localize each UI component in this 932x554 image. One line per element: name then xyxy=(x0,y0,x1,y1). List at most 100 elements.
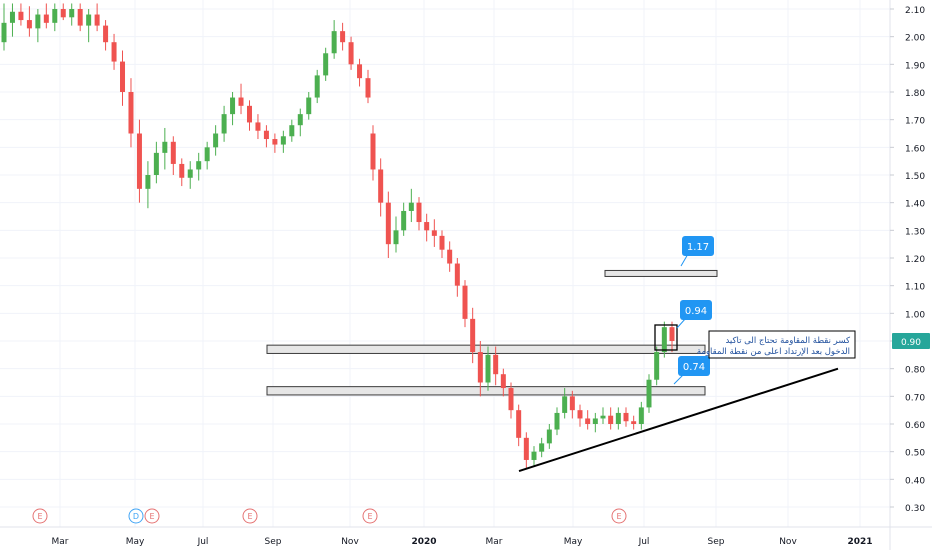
x-tick-label: 2021 xyxy=(847,537,872,547)
y-tick-label: 1.30 xyxy=(905,227,925,237)
candle-body xyxy=(162,141,168,153)
candle-body xyxy=(153,152,159,175)
candle-body xyxy=(1,22,7,43)
candle-body xyxy=(531,451,537,460)
candle-body xyxy=(516,410,522,438)
earnings-marker[interactable] xyxy=(362,508,378,524)
candle-body xyxy=(493,354,499,375)
candle-body xyxy=(416,202,422,223)
candle-body xyxy=(439,235,445,250)
candle-body xyxy=(52,9,58,23)
candle-body xyxy=(145,175,151,189)
y-axis[interactable]: 2.10 2.00 1.90 1.80 1.70 1.60 1.50 1.40 1.30 1.20… xyxy=(889,0,930,550)
candle-body xyxy=(357,64,363,79)
y-tick-label: 0.50 xyxy=(905,449,925,459)
candle-body xyxy=(136,133,142,189)
callout-label: 1.17 xyxy=(687,242,709,253)
earnings-marker[interactable] xyxy=(32,508,48,524)
candle-body xyxy=(348,42,354,65)
gridlines xyxy=(0,0,890,527)
candle-body xyxy=(631,421,637,424)
candle-body xyxy=(600,415,606,419)
candle-body xyxy=(314,75,320,98)
candle-body xyxy=(238,97,244,106)
x-tick-label: Nov xyxy=(341,537,359,547)
candle-body xyxy=(246,105,252,123)
earnings-marker[interactable] xyxy=(611,508,627,524)
trendline-line xyxy=(518,367,839,472)
highlight-box xyxy=(654,324,678,351)
candle-body xyxy=(500,374,506,389)
candle-body xyxy=(569,396,575,411)
candle-body xyxy=(378,169,384,203)
candle-body xyxy=(77,9,83,26)
y-tick-label: 1.80 xyxy=(905,89,925,99)
candle-body xyxy=(86,14,92,26)
event-marker-label: D xyxy=(133,512,139,521)
annotation-line1: كسر نقطة المقاومة تحتاج الى تاكيد xyxy=(725,336,851,346)
y-tick-label: 1.60 xyxy=(905,144,925,154)
candles xyxy=(1,3,678,469)
candle-body xyxy=(9,11,15,23)
candle-body xyxy=(187,169,193,178)
event-marker-label: E xyxy=(247,512,252,521)
candle-body xyxy=(323,53,329,76)
earnings-marker[interactable] xyxy=(242,508,258,524)
candle-body xyxy=(255,122,261,131)
x-tick-label: Jul xyxy=(638,537,650,547)
candle-body xyxy=(454,263,460,286)
candle-body xyxy=(669,327,675,341)
event-marker-label: E xyxy=(367,512,372,521)
x-tick-label: Jul xyxy=(197,537,209,547)
y-tick-label: 1.40 xyxy=(905,200,925,210)
x-tick-label: Sep xyxy=(708,537,725,547)
candle-body xyxy=(60,9,66,18)
y-tick-label: 1.10 xyxy=(905,283,925,293)
candle-body xyxy=(393,230,399,245)
event-marker-label: E xyxy=(37,512,42,521)
candle-body xyxy=(615,412,621,424)
candle-body xyxy=(585,418,591,424)
candle-body xyxy=(306,97,312,115)
candle-body xyxy=(577,410,583,419)
candle-body xyxy=(35,14,41,29)
candle-body xyxy=(128,92,134,134)
candle-body xyxy=(297,114,303,126)
candle-body xyxy=(230,97,236,115)
candle-body xyxy=(654,352,660,380)
candle-body xyxy=(485,354,491,383)
y-tick-label: 1.70 xyxy=(905,117,925,127)
candle-body xyxy=(120,61,126,92)
x-tick-label: Mar xyxy=(486,537,503,547)
resistance-zone xyxy=(266,344,706,354)
y-tick-label: 0.70 xyxy=(905,393,925,403)
annotation-box xyxy=(708,330,856,359)
event-marker-label: E xyxy=(616,512,621,521)
x-tick-label: Sep xyxy=(265,537,282,547)
candle-body xyxy=(646,379,652,408)
earnings-marker[interactable] xyxy=(144,508,160,524)
y-tick-label: 1.20 xyxy=(905,255,925,265)
candle-body xyxy=(170,141,176,164)
candle-body xyxy=(385,202,391,245)
y-tick-label: 0.30 xyxy=(905,504,925,514)
x-axis[interactable]: Mar May Jul Sep Nov 2020 Mar May Jul Sep Nov 2021 xyxy=(0,526,932,547)
candle-body xyxy=(508,388,514,411)
callout-label: 0.74 xyxy=(683,362,705,373)
candle-body xyxy=(608,415,614,424)
y-tick-label: 2.10 xyxy=(905,6,925,16)
candle-body xyxy=(272,139,278,145)
candle-body xyxy=(408,202,414,211)
candle-body xyxy=(431,230,437,236)
dividend-marker[interactable] xyxy=(128,508,144,524)
current-price-label: 0.90 xyxy=(901,338,921,348)
candle-body xyxy=(18,11,24,21)
candle-body xyxy=(331,31,337,54)
candle-body xyxy=(204,147,210,162)
annotation-line2: الدخول بعد الإرتداد اعلى من نقطة المقاوم… xyxy=(697,347,850,357)
x-tick-label: Mar xyxy=(52,537,69,547)
resistance-zone xyxy=(604,269,718,277)
